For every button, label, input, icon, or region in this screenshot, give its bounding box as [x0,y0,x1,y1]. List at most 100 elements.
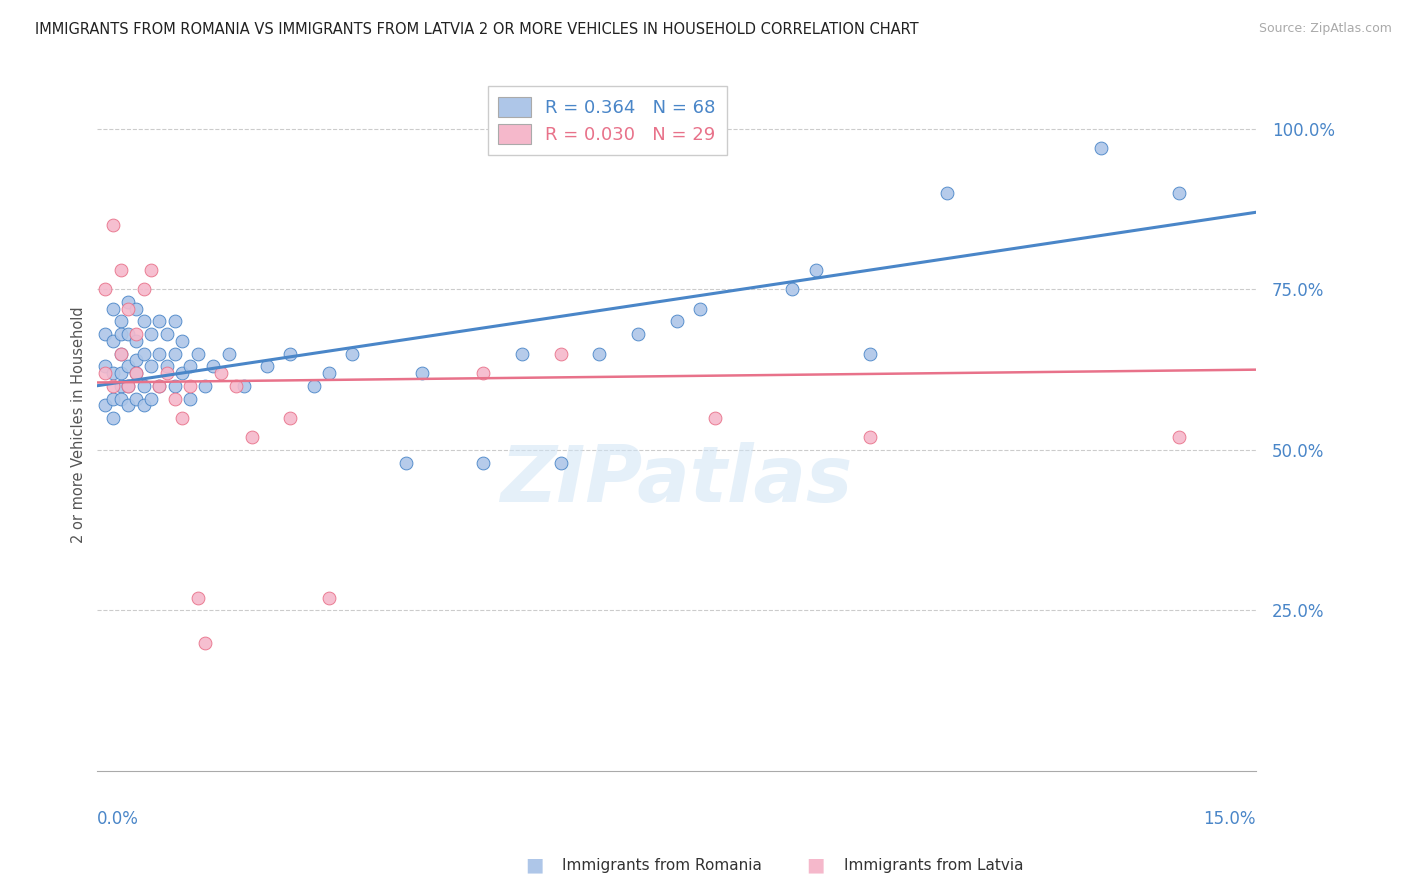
Legend: R = 0.364   N = 68, R = 0.030   N = 29: R = 0.364 N = 68, R = 0.030 N = 29 [488,87,727,155]
Point [318,591,340,605]
Text: ■: ■ [806,855,825,875]
Point [187,591,209,605]
Point [117,398,139,412]
Point [163,346,186,360]
Point [94,282,117,296]
Point [510,346,533,360]
Point [172,410,194,425]
Point [202,359,225,374]
Point [280,346,302,360]
Point [110,327,132,342]
Point [225,378,247,392]
Point [233,378,256,392]
Point [1167,186,1189,200]
Point [194,635,217,649]
Point [627,327,650,342]
Point [101,410,124,425]
Point [117,327,139,342]
Point [148,378,170,392]
Point [172,366,194,380]
Point [859,346,882,360]
Point [110,314,132,328]
Point [240,430,263,444]
Point [117,378,139,392]
Point [125,334,148,348]
Point [156,359,179,374]
Point [101,334,124,348]
Point [550,346,572,360]
Point [132,282,155,296]
Point [342,346,364,360]
Point [110,378,132,392]
Point [588,346,610,360]
Point [280,410,302,425]
Point [148,346,170,360]
Point [141,392,163,406]
Point [141,359,163,374]
Point [94,398,117,412]
Point [94,327,117,342]
Point [156,327,179,342]
Point [117,301,139,316]
Y-axis label: 2 or more Vehicles in Household: 2 or more Vehicles in Household [72,306,86,542]
Point [218,346,240,360]
Point [125,353,148,368]
Point [141,327,163,342]
Point [163,314,186,328]
Point [148,314,170,328]
Point [665,314,688,328]
Point [256,359,278,374]
Point [194,378,217,392]
Point [179,378,201,392]
Point [94,359,117,374]
Text: 0.0%: 0.0% [97,810,139,828]
Point [110,346,132,360]
Point [148,378,170,392]
Point [1167,430,1189,444]
Point [141,263,163,277]
Point [101,301,124,316]
Point [101,392,124,406]
Point [411,366,433,380]
Text: Immigrants from Romania: Immigrants from Romania [562,858,762,872]
Point [935,186,957,200]
Text: Source: ZipAtlas.com: Source: ZipAtlas.com [1258,22,1392,36]
Point [859,430,882,444]
Point [125,392,148,406]
Point [110,366,132,380]
Point [117,378,139,392]
Point [110,263,132,277]
Text: ZIPatlas: ZIPatlas [501,442,852,517]
Point [163,378,186,392]
Point [472,366,495,380]
Point [179,359,201,374]
Point [125,301,148,316]
Text: ■: ■ [524,855,544,875]
Point [782,282,804,296]
Point [101,378,124,392]
Point [110,392,132,406]
Point [163,392,186,406]
Point [125,366,148,380]
Point [804,263,827,277]
Point [187,346,209,360]
Point [101,366,124,380]
Point [117,295,139,310]
Point [94,366,117,380]
Point [704,410,727,425]
Point [318,366,340,380]
Point [1090,141,1112,155]
Point [101,218,124,232]
Point [689,301,711,316]
Point [125,366,148,380]
Point [132,314,155,328]
Text: IMMIGRANTS FROM ROMANIA VS IMMIGRANTS FROM LATVIA 2 OR MORE VEHICLES IN HOUSEHOL: IMMIGRANTS FROM ROMANIA VS IMMIGRANTS FR… [35,22,918,37]
Point [117,359,139,374]
Point [132,346,155,360]
Text: 15.0%: 15.0% [1204,810,1256,828]
Text: Immigrants from Latvia: Immigrants from Latvia [844,858,1024,872]
Point [156,366,179,380]
Point [110,346,132,360]
Point [550,456,572,470]
Point [172,334,194,348]
